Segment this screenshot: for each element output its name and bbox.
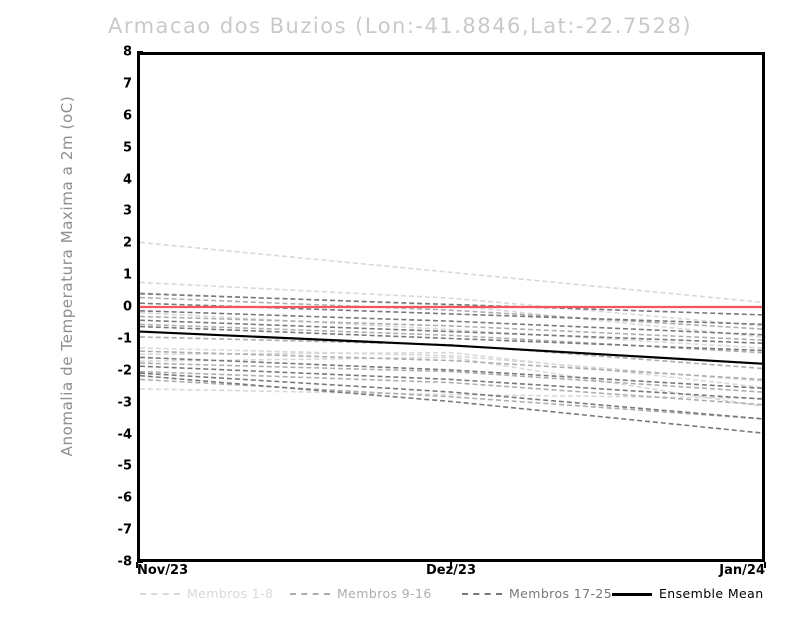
x-tick-label: Dez/23 — [425, 563, 477, 578]
y-tick-label: -6 — [117, 490, 132, 506]
y-tick-label: -5 — [117, 458, 132, 474]
member-line — [140, 325, 762, 352]
page-title: Armacao dos Buzios (Lon:-41.8846,Lat:-22… — [107, 14, 693, 38]
legend-label: Membros 1-8 — [187, 585, 274, 601]
y-tick-label: 5 — [122, 140, 132, 156]
legend-swatch-icon — [462, 593, 502, 595]
y-tick-label: -4 — [117, 427, 132, 442]
member-line — [140, 319, 762, 345]
member-line — [140, 356, 762, 408]
y-tick-label: 7 — [122, 76, 132, 92]
y-tick-label: 3 — [122, 203, 132, 219]
series-lines — [140, 241, 762, 434]
member-line — [140, 281, 762, 327]
x-tick-label: Nov/23 — [137, 563, 189, 578]
y-axis-tick-marks — [0, 51, 150, 563]
x-axis-tick-labels: Nov/23 Dez/23 Jan/24 — [0, 564, 800, 584]
y-tick-label: 8 — [122, 44, 132, 60]
member-line — [140, 378, 762, 420]
y-tick-label: -2 — [117, 363, 132, 379]
legend-item[interactable]: Membros 9-16 — [290, 586, 432, 602]
x-tick-mark — [764, 562, 766, 568]
y-tick-label: -1 — [117, 331, 132, 347]
y-tick-label: -8 — [117, 554, 132, 570]
y-tick-label: 1 — [122, 267, 132, 283]
chart-legend: Membros 1-8 Membros 9-16 Membros 17-25 Ense… — [0, 586, 800, 606]
y-tick-label: 2 — [122, 235, 132, 251]
legend-swatch-icon — [290, 593, 330, 595]
legend-swatch-icon — [612, 592, 652, 596]
member-line — [140, 309, 762, 336]
member-line — [140, 356, 762, 390]
y-tick-label: 6 — [122, 108, 132, 124]
member-line — [140, 365, 762, 400]
legend-label: Ensemble Mean — [659, 585, 764, 601]
member-line — [140, 241, 762, 304]
member-line — [140, 315, 762, 341]
legend-item[interactable]: Membros 17-25 — [462, 586, 612, 602]
member-line — [140, 311, 762, 349]
member-line — [140, 362, 762, 393]
plot-area — [137, 52, 765, 562]
x-tick-mark — [136, 562, 138, 568]
x-tick-mark — [450, 562, 452, 568]
y-tick-label: 0 — [122, 299, 132, 315]
legend-label: Membros 9-16 — [337, 585, 432, 601]
y-tick-label: -7 — [117, 522, 132, 538]
member-line — [140, 292, 762, 316]
member-line — [140, 296, 762, 330]
ensemble-mean-line — [140, 330, 762, 365]
y-tick-label: 4 — [122, 172, 132, 187]
member-line — [140, 350, 762, 381]
legend-item[interactable]: Ensemble Mean — [612, 586, 764, 602]
legend-swatch-icon — [140, 593, 180, 595]
member-line — [140, 372, 762, 420]
x-tick-label: Jan/24 — [719, 563, 765, 578]
legend-item[interactable]: Membros 1-8 — [140, 586, 273, 602]
y-tick-label: -3 — [117, 395, 132, 411]
member-line — [140, 370, 762, 406]
y-axis-tick-labels: 8 7 6 5 4 3 2 1 0 -1 -2 -3 -4 -5 -6 -7 -8 — [106, 46, 132, 569]
y-tick-mark — [137, 561, 143, 563]
member-line — [140, 374, 762, 434]
legend-label: Membros 17-25 — [509, 585, 613, 601]
